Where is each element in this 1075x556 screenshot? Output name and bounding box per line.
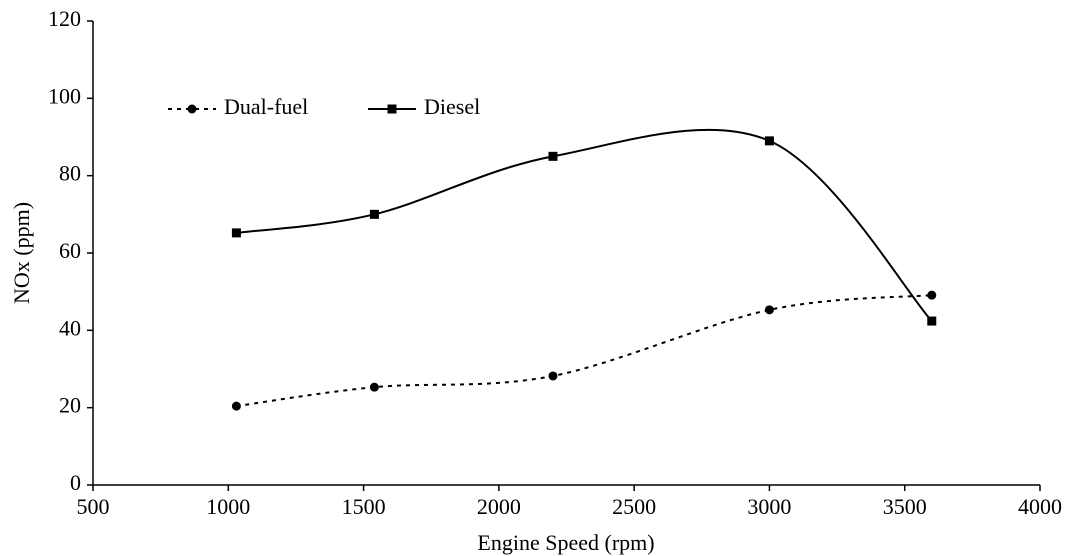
x-tick-label: 1500 [342,494,386,519]
x-tick-label: 4000 [1018,494,1062,519]
y-tick-label: 120 [48,6,81,31]
marker [387,104,397,114]
x-tick-label: 3000 [747,494,791,519]
marker [548,151,558,161]
marker [369,209,379,219]
x-axis-label: Engine Speed (rpm) [477,530,654,555]
x-tick-label: 500 [77,494,110,519]
marker [927,290,937,300]
legend-label: Dual-fuel [224,94,308,119]
x-tick-label: 2000 [477,494,521,519]
marker [764,136,774,146]
x-tick-label: 1000 [206,494,250,519]
y-tick-label: 40 [59,315,81,340]
line [236,128,933,322]
x-tick-label: 2500 [612,494,656,519]
y-tick-label: 60 [59,238,81,263]
y-tick-label: 20 [59,393,81,418]
marker [187,104,197,114]
y-tick-label: 100 [48,83,81,108]
x-tick-label: 3500 [883,494,927,519]
marker [231,228,241,238]
marker [927,316,937,326]
legend-label: Diesel [424,94,480,119]
marker [764,305,774,315]
marker [369,382,379,392]
marker [231,401,241,411]
y-tick-label: 0 [70,470,81,495]
y-axis-label: NOx (ppm) [9,202,34,304]
y-tick-label: 80 [59,161,81,186]
marker [548,371,558,381]
line [236,294,932,408]
